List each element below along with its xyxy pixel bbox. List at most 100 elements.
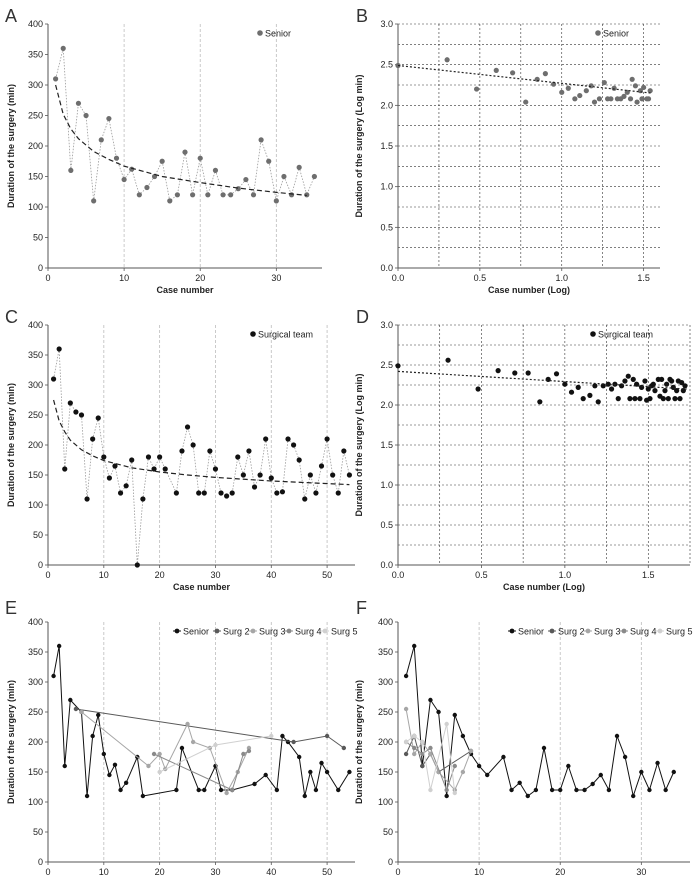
data-point bbox=[224, 790, 229, 796]
data-point bbox=[274, 787, 280, 793]
data-point bbox=[346, 472, 353, 478]
data-point bbox=[542, 71, 548, 77]
data-point bbox=[140, 793, 146, 799]
panel-letter: F bbox=[356, 598, 367, 618]
data-point bbox=[647, 396, 653, 402]
data-point bbox=[474, 86, 480, 92]
legend-marker bbox=[250, 331, 256, 337]
data-point bbox=[403, 751, 409, 757]
data-point bbox=[60, 45, 66, 52]
data-point bbox=[647, 787, 652, 793]
data-point bbox=[642, 378, 648, 384]
data-point bbox=[113, 155, 120, 161]
data-point bbox=[600, 383, 606, 389]
data-point bbox=[525, 793, 530, 799]
data-point bbox=[83, 112, 89, 119]
y-tick-label: 0 bbox=[38, 857, 43, 867]
data-point bbox=[533, 787, 539, 793]
data-point bbox=[123, 780, 129, 785]
series-line bbox=[81, 711, 250, 795]
y-tick-label: 400 bbox=[378, 617, 393, 627]
data-point bbox=[682, 383, 688, 389]
data-point bbox=[202, 787, 207, 793]
data-point bbox=[140, 496, 146, 502]
series-line bbox=[75, 708, 345, 749]
data-point bbox=[444, 793, 449, 799]
data-point bbox=[634, 99, 640, 105]
data-point bbox=[629, 76, 635, 82]
panel-letter: D bbox=[356, 307, 369, 327]
data-point bbox=[218, 787, 224, 793]
data-point bbox=[335, 490, 341, 496]
x-tick-label: 20 bbox=[195, 273, 205, 283]
y-tick-label: 0.5 bbox=[380, 222, 393, 232]
data-point bbox=[679, 380, 685, 386]
x-tick-label: 1.0 bbox=[555, 273, 568, 283]
legend-marker bbox=[322, 628, 328, 634]
x-tick-label: 10 bbox=[474, 867, 484, 877]
data-point bbox=[452, 790, 457, 796]
y-axis-title: Duration of the surgery (Log min) bbox=[354, 74, 364, 217]
data-point bbox=[672, 396, 678, 402]
data-point bbox=[558, 787, 563, 793]
y-tick-label: 400 bbox=[28, 320, 43, 330]
y-tick-label: 100 bbox=[28, 797, 43, 807]
data-point bbox=[659, 376, 665, 382]
data-point bbox=[129, 166, 135, 172]
data-point bbox=[523, 99, 529, 105]
data-point bbox=[313, 490, 319, 496]
y-tick-label: 1.0 bbox=[380, 182, 393, 192]
data-point bbox=[598, 772, 603, 778]
legend-label: Surg 2 bbox=[223, 627, 250, 637]
data-point bbox=[291, 739, 296, 745]
data-point bbox=[330, 472, 336, 478]
data-point bbox=[614, 733, 620, 739]
data-point bbox=[296, 457, 302, 463]
legend-marker bbox=[585, 628, 591, 634]
y-tick-label: 200 bbox=[28, 440, 43, 450]
data-point bbox=[647, 88, 653, 94]
data-point bbox=[655, 760, 660, 766]
data-point bbox=[608, 386, 615, 392]
y-tick-label: 250 bbox=[28, 707, 43, 717]
y-tick-label: 2.0 bbox=[380, 400, 393, 410]
x-tick-label: 40 bbox=[266, 867, 276, 877]
data-point bbox=[167, 198, 173, 204]
data-point bbox=[445, 357, 451, 363]
data-point bbox=[562, 381, 568, 387]
data-point bbox=[553, 371, 560, 377]
data-point bbox=[580, 396, 586, 402]
series-surg-4 bbox=[403, 739, 457, 793]
y-tick-label: 2.5 bbox=[380, 60, 393, 70]
data-point bbox=[608, 96, 614, 102]
data-point bbox=[639, 96, 645, 102]
data-point bbox=[274, 490, 280, 496]
legend-label: Surg 5 bbox=[666, 627, 693, 637]
data-point bbox=[412, 745, 417, 751]
legend-label: Senior bbox=[518, 627, 544, 637]
x-tick-label: 0.5 bbox=[474, 273, 487, 283]
data-point bbox=[318, 463, 325, 469]
data-point bbox=[90, 733, 95, 739]
data-point bbox=[251, 484, 258, 490]
x-tick-label: 0 bbox=[45, 867, 50, 877]
data-point bbox=[67, 400, 73, 406]
x-tick-label: 20 bbox=[155, 867, 165, 877]
y-tick-label: 0.0 bbox=[380, 263, 393, 273]
data-point bbox=[185, 721, 190, 727]
y-tick-label: 100 bbox=[378, 797, 393, 807]
data-point bbox=[652, 388, 658, 394]
data-point bbox=[475, 386, 481, 392]
y-tick-label: 0 bbox=[388, 857, 393, 867]
panel-letter: B bbox=[356, 6, 368, 26]
legend: Senior Surg 2 Surg 3 Surg 4 Surg 5 bbox=[173, 627, 358, 637]
data-point bbox=[106, 475, 112, 481]
data-point bbox=[95, 415, 101, 421]
data-point bbox=[62, 763, 67, 769]
data-point bbox=[101, 454, 107, 460]
x-tick-label: 0 bbox=[45, 570, 50, 580]
series-surg-4 bbox=[151, 748, 252, 793]
data-point bbox=[213, 742, 218, 748]
y-tick-label: 350 bbox=[28, 350, 43, 360]
